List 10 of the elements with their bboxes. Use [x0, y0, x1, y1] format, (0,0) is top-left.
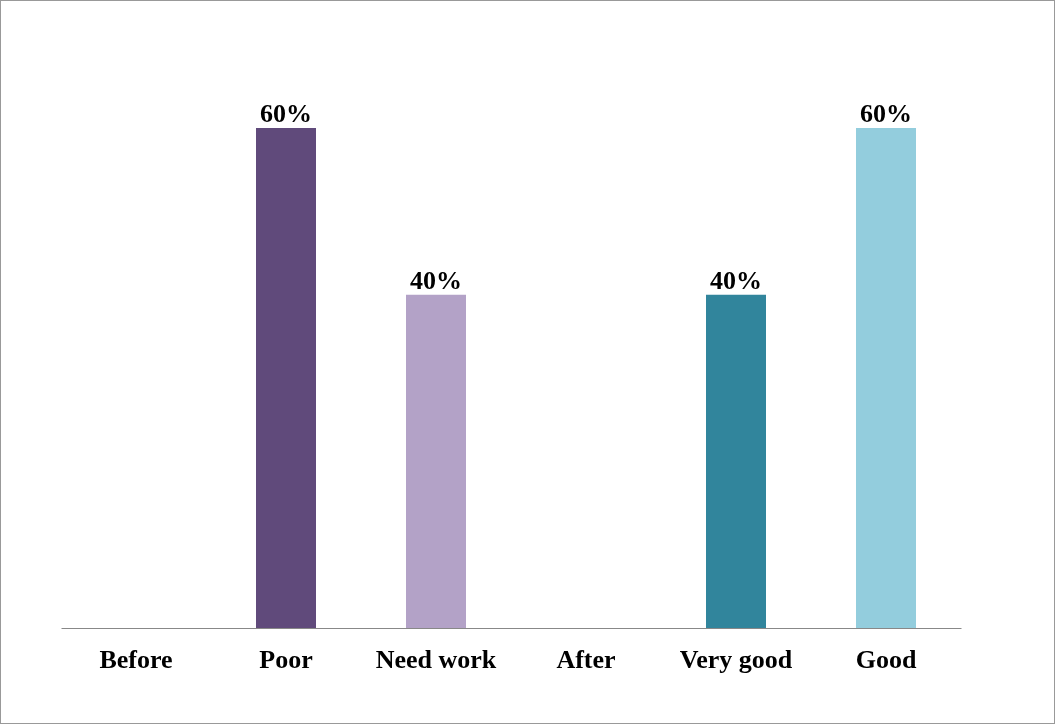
x-tick-label: Good [855, 644, 917, 674]
data-label: 60% [260, 99, 312, 128]
x-tick-label: Very good [679, 644, 793, 674]
data-label: 40% [410, 265, 462, 295]
x-tick-label: Poor [259, 644, 313, 674]
x-tick-label: After [556, 644, 616, 674]
data-label: 40% [710, 265, 762, 295]
x-tick-label: Need work [375, 644, 497, 674]
x-tick-label: Before [99, 644, 173, 674]
data-label: 60% [860, 99, 912, 128]
